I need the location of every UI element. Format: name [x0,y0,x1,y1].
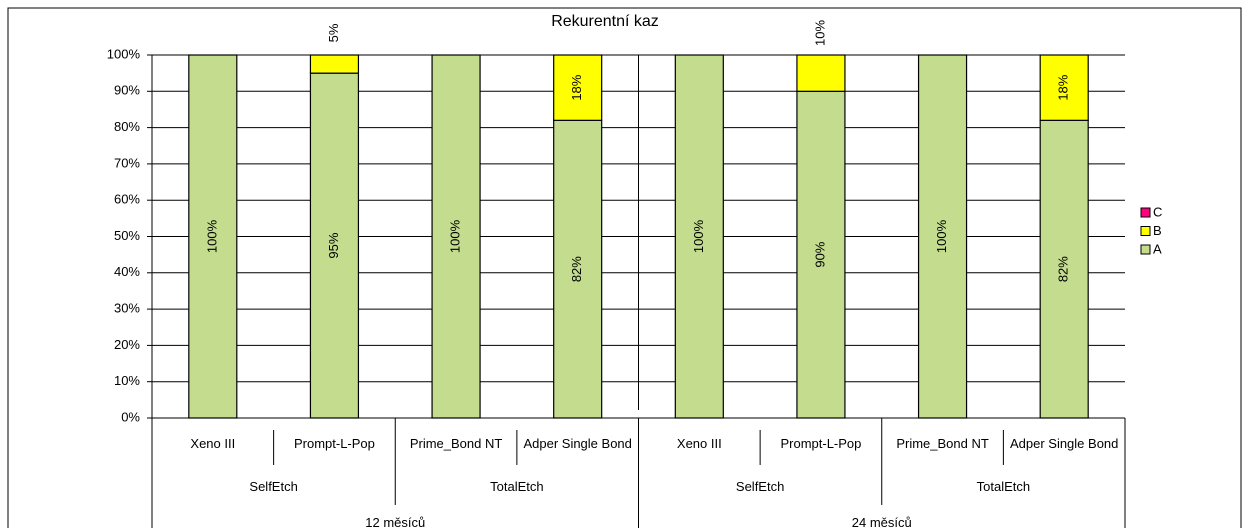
chart-frame [7,7,1242,528]
value-label: 18% [1056,74,1071,100]
bar-segment [796,90,846,419]
value-label: 100% [204,219,219,253]
group-label: SelfEtch [735,478,785,494]
bar-segment [553,54,603,121]
value-label: 100% [934,219,949,253]
x-tick-label: Prime_Bond NT [409,435,503,451]
value-label: 100% [448,219,463,253]
bar-segment [1039,54,1089,121]
value-label: 10% [812,20,827,46]
legend-label: B [1153,223,1162,238]
bar-segment [917,54,968,419]
y-tick-label: 30% [114,301,140,316]
bar-segment [188,54,238,419]
group-label: SelfEtch [249,478,298,494]
x-tick-label: Prompt-L-Pop [780,435,862,451]
y-tick-label: 80% [114,119,140,134]
period-label: 24 měsíců [851,514,912,528]
x-tick-label: Prime_Bond NT [896,435,989,451]
y-tick-label: 60% [114,192,140,207]
x-tick-label: Adper Single Bond [523,435,632,451]
legend-swatch [1140,226,1151,236]
y-tick-label: 100% [107,46,141,61]
bar-segment [796,54,846,92]
x-tick-label: Prompt-L-Pop [293,435,375,451]
y-tick-label: 10% [114,373,140,388]
value-label: 18% [569,74,584,100]
y-tick-label: 0% [121,409,140,424]
chart-title: Rekurentní kaz [551,13,659,30]
legend-label: C [1153,204,1162,219]
legend-swatch [1140,207,1151,218]
value-label: 5% [326,23,341,42]
y-tick-label: 40% [114,264,140,279]
y-tick-label: 90% [114,83,140,98]
bar-segment [1039,119,1089,419]
value-label: 90% [812,241,827,267]
legend-swatch [1140,244,1151,255]
group-label: TotalEtch [976,478,1031,494]
value-label: 82% [569,256,584,282]
x-tick-label: Adper Single Bond [1009,435,1119,451]
value-label: 100% [691,219,706,253]
legend-label: A [1153,241,1162,256]
x-tick-label: Xeno III [190,435,236,451]
group-label: TotalEtch [490,478,544,494]
y-tick-label: 50% [114,228,140,243]
y-tick-label: 70% [114,155,140,170]
y-tick-label: 20% [114,337,140,352]
bar-segment [674,54,724,419]
bar-segment [431,54,481,419]
bar-segment [309,54,360,74]
period-label: 12 měsíců [365,514,426,528]
bar-segment [553,119,603,419]
x-tick-label: Xeno III [676,435,722,451]
value-label: 95% [326,232,341,258]
value-label: 82% [1056,256,1071,282]
bar-segment [309,72,360,419]
